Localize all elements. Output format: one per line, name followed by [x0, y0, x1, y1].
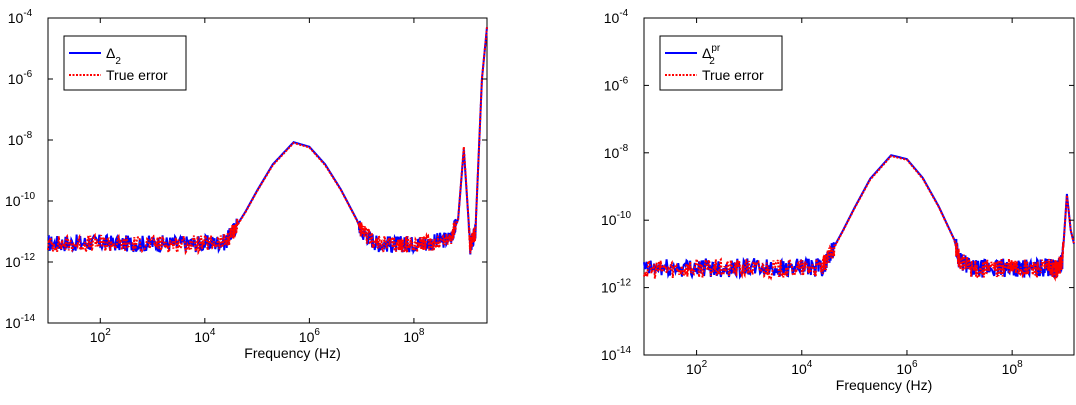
x-tick-label: 104 [194, 327, 216, 345]
legend-label-name: True error [106, 67, 168, 83]
y-tick-label-exp: -4 [619, 8, 628, 19]
x-tick-label-exp: 4 [807, 359, 813, 370]
legend-box [659, 35, 783, 91]
series-line-true-error [47, 27, 488, 257]
y-tick-label-exp: -14 [617, 345, 632, 356]
x-tick-label-base: 10 [1002, 361, 1018, 377]
x-tick-label-exp: 8 [1017, 359, 1023, 370]
x-axis-label: Frequency (Hz) [836, 377, 932, 393]
y-tick-label: 10-10 [5, 191, 35, 209]
legend-label-name: Δ [106, 45, 115, 61]
legend-label-sub: 2 [115, 56, 121, 67]
y-tick-label-base: 10 [601, 347, 617, 363]
y-tick-label-base: 10 [604, 77, 620, 93]
y-tick-label-exp: -12 [21, 252, 36, 263]
y-tick-label-base: 10 [8, 10, 24, 26]
y-tick-label: 10-6 [604, 75, 629, 93]
x-tick-label-exp: 2 [702, 359, 708, 370]
y-tick-label: 10-12 [601, 278, 631, 296]
y-tick-label-base: 10 [601, 280, 617, 296]
y-tick-label-exp: -10 [617, 210, 632, 221]
y-tick-label: 10-14 [5, 313, 35, 331]
x-tick-label-exp: 6 [912, 359, 918, 370]
y-tick-label-base: 10 [8, 71, 24, 87]
y-tick-label-exp: -8 [619, 143, 628, 154]
y-tick-label-base: 10 [8, 132, 24, 148]
y-tick-label-exp: -12 [617, 278, 632, 289]
legend-box [63, 35, 187, 91]
y-tick-label-exp: -8 [23, 130, 32, 141]
series-line-true-error [643, 154, 1075, 282]
y-tick-label-base: 10 [604, 10, 620, 26]
y-tick-label: 10-4 [604, 8, 629, 26]
x-tick-label-exp: 4 [210, 327, 216, 338]
x-tick-label-base: 10 [299, 329, 315, 345]
y-tick-label: 10-8 [604, 143, 629, 161]
y-tick-label: 10-14 [601, 345, 631, 363]
legend-label-name: Δ [702, 45, 711, 61]
x-tick-label-base: 10 [791, 361, 807, 377]
x-tick-label: 102 [90, 327, 112, 345]
y-tick-label: 10-4 [8, 8, 33, 26]
y-tick-label-exp: -14 [21, 313, 36, 324]
y-tick-label-base: 10 [5, 254, 21, 270]
legend-label: Δpr 2 [702, 43, 721, 67]
y-tick-label-exp: -4 [23, 8, 32, 19]
legend-label-sub: 2 [709, 56, 715, 67]
y-tick-label: 10-6 [8, 69, 33, 87]
legend-label: Δ2 [106, 45, 121, 67]
legend-label: True error [106, 67, 168, 83]
x-tick-label: 108 [1002, 359, 1024, 377]
x-tick-label: 104 [791, 359, 813, 377]
y-tick-label-exp: -10 [21, 191, 36, 202]
x-axis-label: Frequency (Hz) [244, 345, 340, 361]
x-tick-label: 106 [896, 359, 918, 377]
y-tick-label-exp: -6 [23, 69, 32, 80]
y-tick-label-exp: -6 [619, 75, 628, 86]
legend-label-sup: pr [711, 43, 721, 54]
y-tick-label-base: 10 [5, 315, 21, 331]
x-tick-label-base: 10 [194, 329, 210, 345]
x-tick-label-base: 10 [896, 361, 912, 377]
x-tick-label-exp: 2 [105, 327, 111, 338]
y-tick-label-base: 10 [604, 145, 620, 161]
x-tick-label: 102 [686, 359, 708, 377]
x-tick-label-exp: 8 [419, 327, 425, 338]
legend-label-name: True error [702, 67, 764, 83]
x-tick-label: 108 [403, 327, 425, 345]
x-tick-label-base: 10 [90, 329, 106, 345]
legend-label: True error [702, 67, 764, 83]
y-tick-label: 10-12 [5, 252, 35, 270]
y-tick-label-base: 10 [601, 212, 617, 228]
y-tick-label: 10-8 [8, 130, 33, 148]
x-tick-label: 106 [299, 327, 321, 345]
y-tick-label-base: 10 [5, 193, 21, 209]
x-tick-label-exp: 6 [314, 327, 320, 338]
y-tick-label: 10-10 [601, 210, 631, 228]
x-tick-label-base: 10 [686, 361, 702, 377]
x-tick-label-base: 10 [403, 329, 419, 345]
